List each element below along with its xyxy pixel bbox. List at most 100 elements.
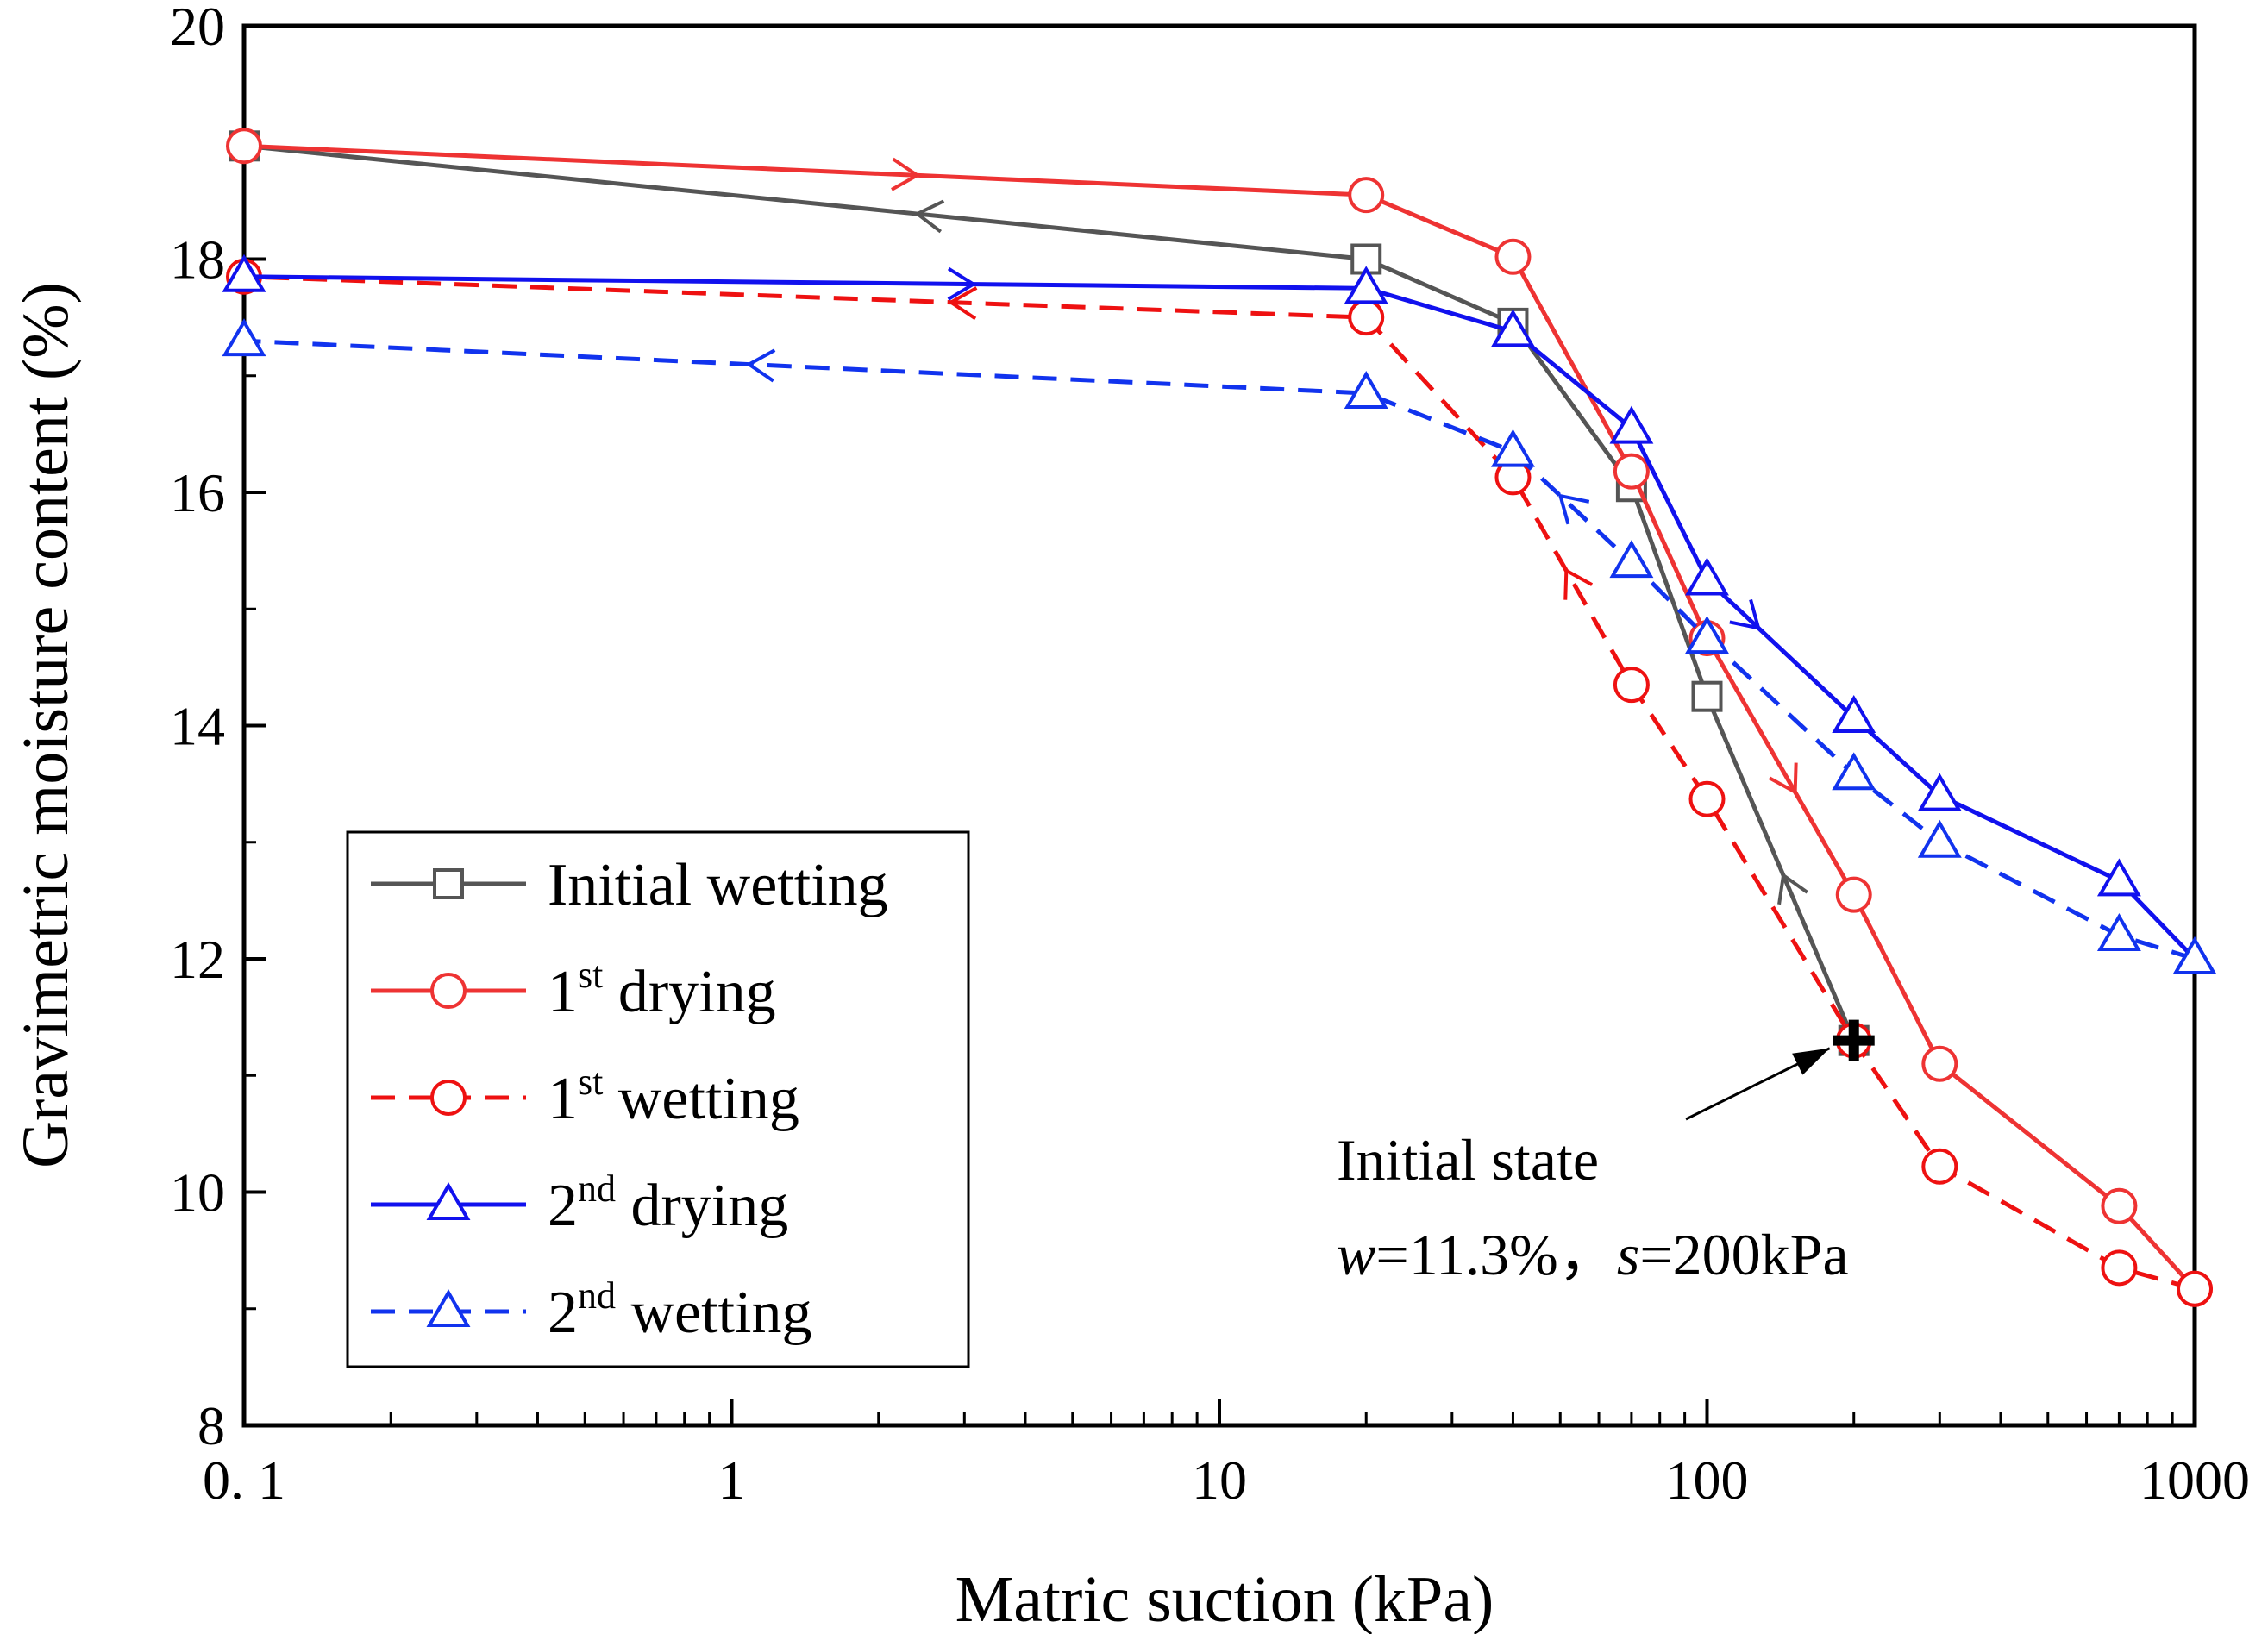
direction-arrow (1768, 762, 1798, 795)
data-point (2177, 1270, 2213, 1307)
direction-arrow (947, 286, 978, 321)
data-point (1691, 680, 1723, 712)
y-tick-label: 14 (170, 696, 225, 757)
x-tick-label: 100 (1666, 1449, 1749, 1511)
legend-marker (426, 1289, 471, 1327)
legend-label: 2nd wetting (548, 1274, 811, 1346)
legend-label: Initial wetting (548, 852, 888, 918)
data-point (1348, 177, 1385, 214)
data-point (1609, 405, 1654, 444)
legend-label-tail: drying (616, 1173, 788, 1239)
data-point (2096, 912, 2141, 951)
series-line (243, 143, 1857, 1042)
legend-label-base: Initial wetting (548, 852, 888, 918)
legend-label: 2nd drying (548, 1168, 788, 1239)
data-point (2101, 1187, 2138, 1224)
direction-arrow (745, 348, 776, 383)
direction-arrow (1729, 598, 1761, 630)
direction-arrow (1557, 493, 1590, 525)
data-point (1688, 780, 1726, 817)
legend-label-sup: nd (578, 1168, 616, 1210)
data-point (1494, 238, 1532, 275)
x-tick-label: 0. 1 (203, 1449, 285, 1511)
legend-item-1st-wetting: 1st wetting (371, 1061, 799, 1132)
data-point (1832, 752, 1876, 791)
y-tick-label: 12 (170, 929, 225, 990)
direction-arrow (891, 157, 921, 191)
data-point (1921, 1148, 1958, 1185)
data-point (1832, 695, 1876, 734)
legend-label: 1st wetting (548, 1061, 799, 1132)
legend-label-sup: nd (578, 1274, 616, 1317)
legend-item-initial-wetting: Initial wetting (371, 852, 888, 918)
data-point (222, 254, 266, 292)
series-group (222, 128, 2217, 1307)
initial-state-label: Initial state (1337, 1127, 1599, 1193)
legend-marker (430, 1080, 467, 1116)
data-point (1613, 667, 1650, 704)
data-point (1921, 1045, 1958, 1082)
legend-label-tail: drying (603, 959, 775, 1025)
legend-label-base: 1 (548, 959, 578, 1025)
data-point (2172, 936, 2217, 974)
direction-arrow (1777, 872, 1808, 905)
legend-item-1st-drying: 1st drying (371, 954, 776, 1025)
x-tick-label: 1 (718, 1449, 746, 1511)
initial-state-s-value: =200kPa (1639, 1222, 1848, 1287)
series-2nd-drying (222, 254, 2217, 974)
series-1st-wetting (226, 258, 2213, 1307)
legend-label-base: 2 (548, 1280, 578, 1346)
data-point (222, 318, 266, 357)
x-tick-label: 10 (1192, 1449, 1247, 1511)
legend-label-tail: wetting (616, 1280, 811, 1346)
x-axis-label: Matric suction (kPa) (955, 1563, 1494, 1634)
legend-item-2nd-drying: 2nd drying (371, 1168, 788, 1239)
data-point (1490, 429, 1535, 467)
initial-state-annotation: Initial state w=11.3%，s=200kPa (1337, 1019, 1875, 1287)
legend-item-2nd-wetting: 2nd wetting (371, 1274, 811, 1346)
data-point (1348, 299, 1385, 336)
y-tick-label: 16 (170, 462, 225, 523)
series-2nd-wetting (222, 318, 2217, 974)
y-tick-label: 8 (197, 1395, 225, 1456)
x-tick-label: 1000 (2140, 1449, 2250, 1511)
y-tick-label: 18 (170, 229, 225, 291)
data-point (1917, 773, 1962, 811)
legend-label-sup: st (578, 954, 603, 996)
data-point (226, 128, 262, 165)
direction-arrow (1563, 567, 1594, 600)
legend-marker (426, 1182, 471, 1220)
legend-label: 1st drying (548, 954, 776, 1025)
direction-arrow (913, 199, 945, 234)
direction-arrow (947, 266, 977, 301)
initial-state-s-symbol: s (1617, 1222, 1639, 1287)
legend-label-tail: wetting (603, 1066, 799, 1132)
data-point (1685, 616, 1729, 654)
data-point (1613, 453, 1650, 490)
data-point (2096, 858, 2141, 897)
data-point (1490, 309, 1535, 347)
data-point (1835, 876, 1872, 913)
data-point (1344, 266, 1388, 304)
legend-label-base: 1 (548, 1066, 578, 1132)
data-point (1685, 557, 1729, 596)
data-point (1917, 819, 1962, 858)
data-point (2101, 1249, 2138, 1287)
legend-label-base: 2 (548, 1173, 578, 1239)
legend-marker (430, 973, 467, 1009)
legend-marker (433, 868, 464, 899)
y-tick-label: 10 (170, 1162, 225, 1224)
initial-state-values: w=11.3%，s=200kPa (1337, 1222, 1849, 1287)
legend-label-sup: st (578, 1061, 603, 1103)
initial-state-pointer-head (1792, 1048, 1830, 1075)
y-tick-label: 20 (170, 0, 225, 57)
y-axis-label: Gravimetric moisture content (%) (9, 282, 82, 1168)
data-point (1344, 371, 1388, 410)
data-point (1609, 540, 1654, 579)
initial-state-w-symbol: w (1337, 1222, 1375, 1287)
initial-state-w-value: =11.3%， (1375, 1222, 1616, 1287)
